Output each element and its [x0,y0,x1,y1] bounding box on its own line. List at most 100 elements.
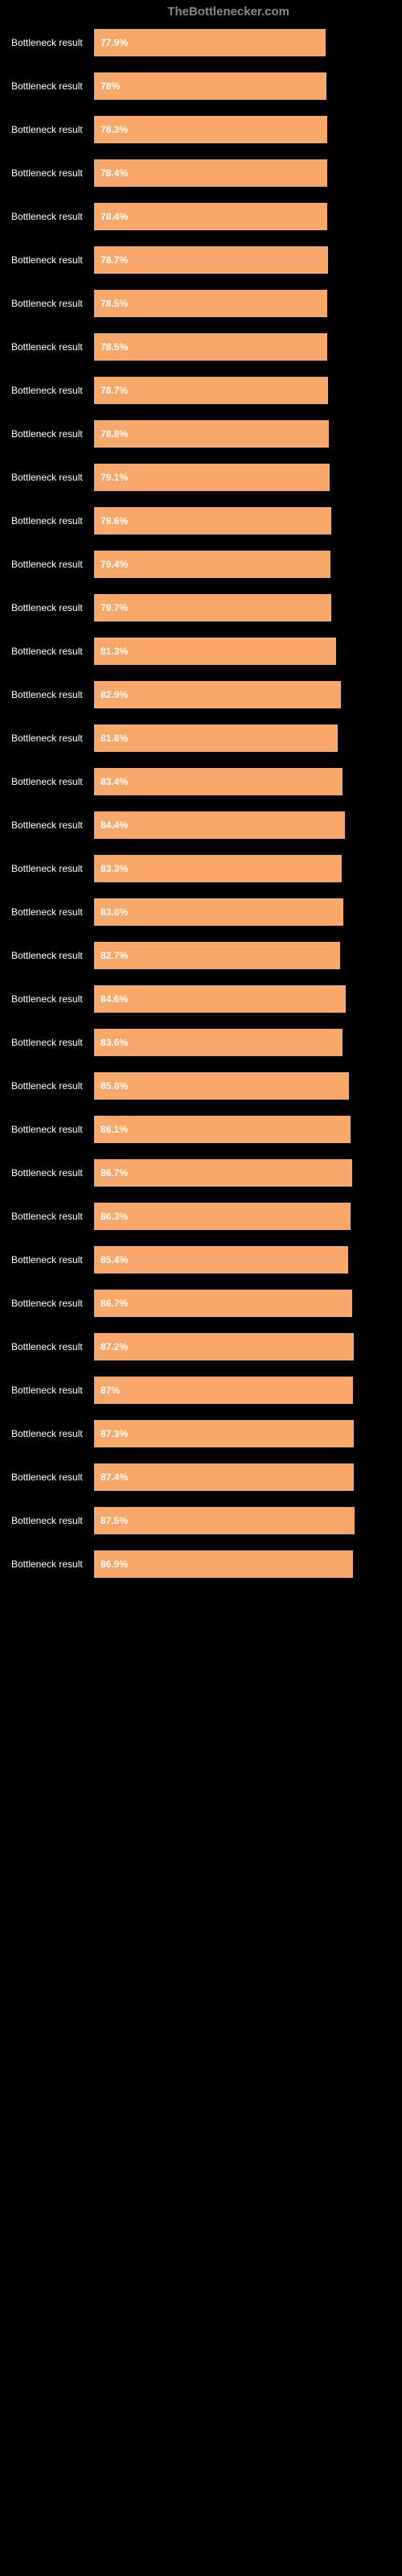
bar [94,681,341,708]
bar-value: 83.3% [100,863,128,874]
bar-value: 78.3% [100,124,128,135]
bar-value: 87.5% [100,1515,128,1526]
bar [94,1246,348,1274]
chart-row: Bottleneck result86.7% [10,1159,392,1187]
bar-label: Bottleneck result [11,646,83,657]
chart-row: Bottleneck result79.6% [10,507,392,535]
bar-track: Bottleneck result78.7% [10,246,392,274]
bar-value: 83.6% [100,1037,128,1048]
bar [94,1159,352,1187]
bar-label: Bottleneck result [11,1428,83,1439]
bar-value: 82.7% [100,950,128,961]
chart-row: Bottleneck result 77.9% [10,29,392,56]
bar-value: 77.9% [100,37,128,48]
bar-label: Bottleneck result [11,37,83,48]
chart-row: Bottleneck result87.2% [10,1333,392,1360]
bar-value: 78.7% [100,254,128,266]
bar-label: Bottleneck result [11,689,83,700]
bar-value: 87% [100,1385,120,1396]
bar-track: Bottleneck result81.8% [10,724,392,752]
bar-value: 87.2% [100,1341,128,1352]
chart-row: Bottleneck result78% [10,72,392,100]
bar [94,898,343,926]
bar [94,377,328,404]
bar-label: Bottleneck result [11,1472,83,1483]
bottleneck-chart: Bottleneck result77.9%Bottleneck result7… [0,29,402,1608]
chart-row: Bottleneck result86.9% [10,1550,392,1578]
bar-value: 79.6% [100,515,128,526]
bar-track: Bottleneck result79.7% [10,594,392,621]
bar [94,1333,354,1360]
bar [94,724,338,752]
bar-track: Bottleneck result 87.3% [10,1420,392,1447]
bar [94,116,327,143]
chart-row: Bottleneck result 87.3% [10,1420,392,1447]
bar-label: Bottleneck result [11,428,83,440]
bar-label: Bottleneck result [11,1124,83,1135]
bar-value: 85.8% [100,1080,128,1092]
bar [94,1507,355,1534]
bar-track: Bottleneck result83.4% [10,768,392,795]
bar [94,72,326,100]
bar [94,594,331,621]
bar-label: Bottleneck result [11,776,83,787]
bar-value: 86.7% [100,1167,128,1179]
bar-track: Bottleneck result 81.3% [10,638,392,665]
bar-track: Bottleneck result86.7% [10,1159,392,1187]
chart-row: Bottleneck result86.3% [10,1203,392,1230]
chart-row: Bottleneck result 87.5% [10,1507,392,1534]
bar-track: Bottleneck result78.5% [10,333,392,361]
bar-value: 79.7% [100,602,128,613]
chart-row: Bottleneck result83.4% [10,768,392,795]
bar [94,1072,349,1100]
bar-track: Bottleneck result87% [10,1377,392,1404]
bar-label: Bottleneck result [11,472,83,483]
chart-row: Bottleneck result84.6% [10,985,392,1013]
bar-track: Bottleneck result78% [10,72,392,100]
bar-label: Bottleneck result [11,950,83,961]
chart-row: Bottleneck result 87.4% [10,1463,392,1491]
bar [94,855,342,882]
bar-value: 86.7% [100,1298,128,1309]
bar-label: Bottleneck result [11,341,83,353]
bar-value: 87.4% [100,1472,128,1483]
chart-row: Bottleneck result78.7% [10,377,392,404]
chart-row: Bottleneck result83.3% [10,855,392,882]
bar [94,1550,353,1578]
bar [94,1290,352,1317]
bar-value: 78.5% [100,298,128,309]
bar-label: Bottleneck result [11,559,83,570]
bar-track: Bottleneck result 86.1% [10,1116,392,1143]
bar [94,768,343,795]
bar-value: 86.1% [100,1124,128,1135]
bar [94,811,345,839]
bar-track: Bottleneck result 77.9% [10,29,392,56]
bar [94,290,327,317]
bar-value: 82.9% [100,689,128,700]
bar-track: Bottleneck result85.4% [10,1246,392,1274]
bar [94,29,326,56]
chart-row: Bottleneck result78.7% [10,246,392,274]
bar-label: Bottleneck result [11,1515,83,1526]
bar-label: Bottleneck result [11,1298,83,1309]
bar-label: Bottleneck result [11,80,83,92]
bar [94,942,340,969]
bar-value: 79.4% [100,559,128,570]
bar-value: 83.8% [100,906,128,918]
chart-row: Bottleneck result 81.3% [10,638,392,665]
bar [94,551,330,578]
bar-track: Bottleneck result79.6% [10,507,392,535]
bar-value: 87.3% [100,1428,128,1439]
chart-row: Bottleneck result 82.7% [10,942,392,969]
bar-track: Bottleneck result78.7% [10,377,392,404]
bar-value: 84.4% [100,819,128,831]
bar-value: 81.3% [100,646,128,657]
bar-value: 86.9% [100,1558,128,1570]
chart-row: Bottleneck result78.5% [10,333,392,361]
bar [94,638,336,665]
bar-track: Bottleneck result 79.4% [10,551,392,578]
bar-track: Bottleneck result 82.7% [10,942,392,969]
bar [94,1420,354,1447]
bar [94,159,327,187]
chart-row: Bottleneck result 86.1% [10,1116,392,1143]
